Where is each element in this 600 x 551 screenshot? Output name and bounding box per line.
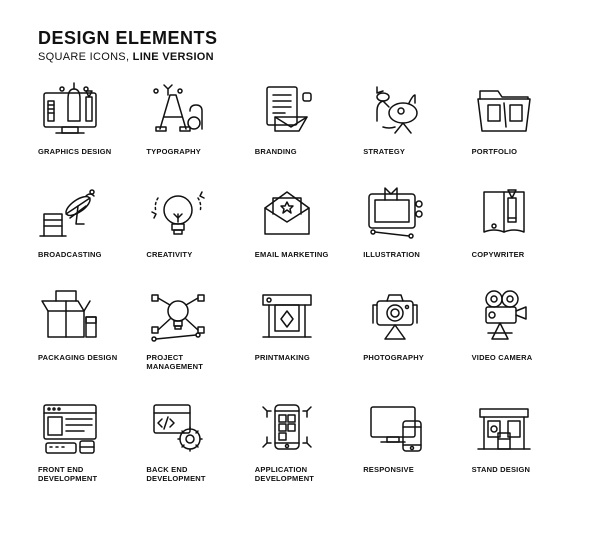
label-responsive: RESPONSIVE: [363, 465, 414, 474]
icon-grid: GRAPHICS DESIGN TYPOGRAPHY BRANDIN: [38, 81, 562, 483]
cell-app-dev: APPLICATION DEVELOPMENT: [255, 399, 345, 483]
copywriter-icon: [472, 184, 536, 244]
email-marketing-icon: [255, 184, 319, 244]
header: DESIGN ELEMENTS SQUARE ICONS, LINE VERSI…: [38, 28, 562, 63]
packaging-design-icon: [38, 287, 102, 347]
label-email-marketing: EMAIL MARKETING: [255, 250, 329, 259]
label-broadcasting: BROADCASTING: [38, 250, 102, 259]
cell-stand-design: STAND DESIGN: [472, 399, 562, 483]
creativity-icon: [146, 184, 210, 244]
illustration-icon: [363, 184, 427, 244]
label-illustration: ILLUSTRATION: [363, 250, 420, 259]
broadcasting-icon: [38, 184, 102, 244]
cell-printmaking: PRINTMAKING: [255, 287, 345, 371]
cell-video-camera: VIDEO CAMERA: [472, 287, 562, 371]
subtitle-highlight: LINE VERSION: [133, 51, 214, 63]
stand-design-icon: [472, 399, 536, 459]
responsive-icon: [363, 399, 427, 459]
label-graphics-design: GRAPHICS DESIGN: [38, 147, 111, 156]
label-photography: PHOTOGRAPHY: [363, 353, 424, 362]
cell-back-end: BACK END DEVELOPMENT: [146, 399, 236, 483]
cell-packaging-design: PACKAGING DESIGN: [38, 287, 128, 371]
label-creativity: CREATIVITY: [146, 250, 192, 259]
page-title: DESIGN ELEMENTS: [38, 28, 562, 49]
subtitle-prefix: SQUARE ICONS,: [38, 51, 133, 63]
cell-responsive: RESPONSIVE: [363, 399, 453, 483]
label-portfolio: PORTFOLIO: [472, 147, 518, 156]
portfolio-icon: [472, 81, 536, 141]
strategy-icon: [363, 81, 427, 141]
label-video-camera: VIDEO CAMERA: [472, 353, 533, 362]
cell-email-marketing: EMAIL MARKETING: [255, 184, 345, 259]
back-end-icon: [146, 399, 210, 459]
typography-icon: [146, 81, 210, 141]
cell-photography: PHOTOGRAPHY: [363, 287, 453, 371]
cell-graphics-design: GRAPHICS DESIGN: [38, 81, 128, 156]
branding-icon: [255, 81, 319, 141]
label-typography: TYPOGRAPHY: [146, 147, 201, 156]
front-end-icon: [38, 399, 102, 459]
app-dev-icon: [255, 399, 319, 459]
label-app-dev: APPLICATION DEVELOPMENT: [255, 465, 345, 483]
label-project-management: PROJECT MANAGEMENT: [146, 353, 236, 371]
cell-creativity: CREATIVITY: [146, 184, 236, 259]
label-strategy: STRATEGY: [363, 147, 405, 156]
printmaking-icon: [255, 287, 319, 347]
label-copywriter: COPYWRITER: [472, 250, 525, 259]
label-back-end: BACK END DEVELOPMENT: [146, 465, 236, 483]
cell-project-management: PROJECT MANAGEMENT: [146, 287, 236, 371]
video-camera-icon: [472, 287, 536, 347]
cell-typography: TYPOGRAPHY: [146, 81, 236, 156]
label-front-end: FRONT END DEVELOPMENT: [38, 465, 128, 483]
subtitle: SQUARE ICONS, LINE VERSION: [38, 51, 562, 63]
label-packaging-design: PACKAGING DESIGN: [38, 353, 117, 362]
cell-illustration: ILLUSTRATION: [363, 184, 453, 259]
cell-broadcasting: BROADCASTING: [38, 184, 128, 259]
cell-copywriter: COPYWRITER: [472, 184, 562, 259]
label-branding: BRANDING: [255, 147, 297, 156]
label-stand-design: STAND DESIGN: [472, 465, 531, 474]
cell-front-end: FRONT END DEVELOPMENT: [38, 399, 128, 483]
cell-branding: BRANDING: [255, 81, 345, 156]
graphics-design-icon: [38, 81, 102, 141]
cell-strategy: STRATEGY: [363, 81, 453, 156]
photography-icon: [363, 287, 427, 347]
label-printmaking: PRINTMAKING: [255, 353, 310, 362]
cell-portfolio: PORTFOLIO: [472, 81, 562, 156]
project-management-icon: [146, 287, 210, 347]
